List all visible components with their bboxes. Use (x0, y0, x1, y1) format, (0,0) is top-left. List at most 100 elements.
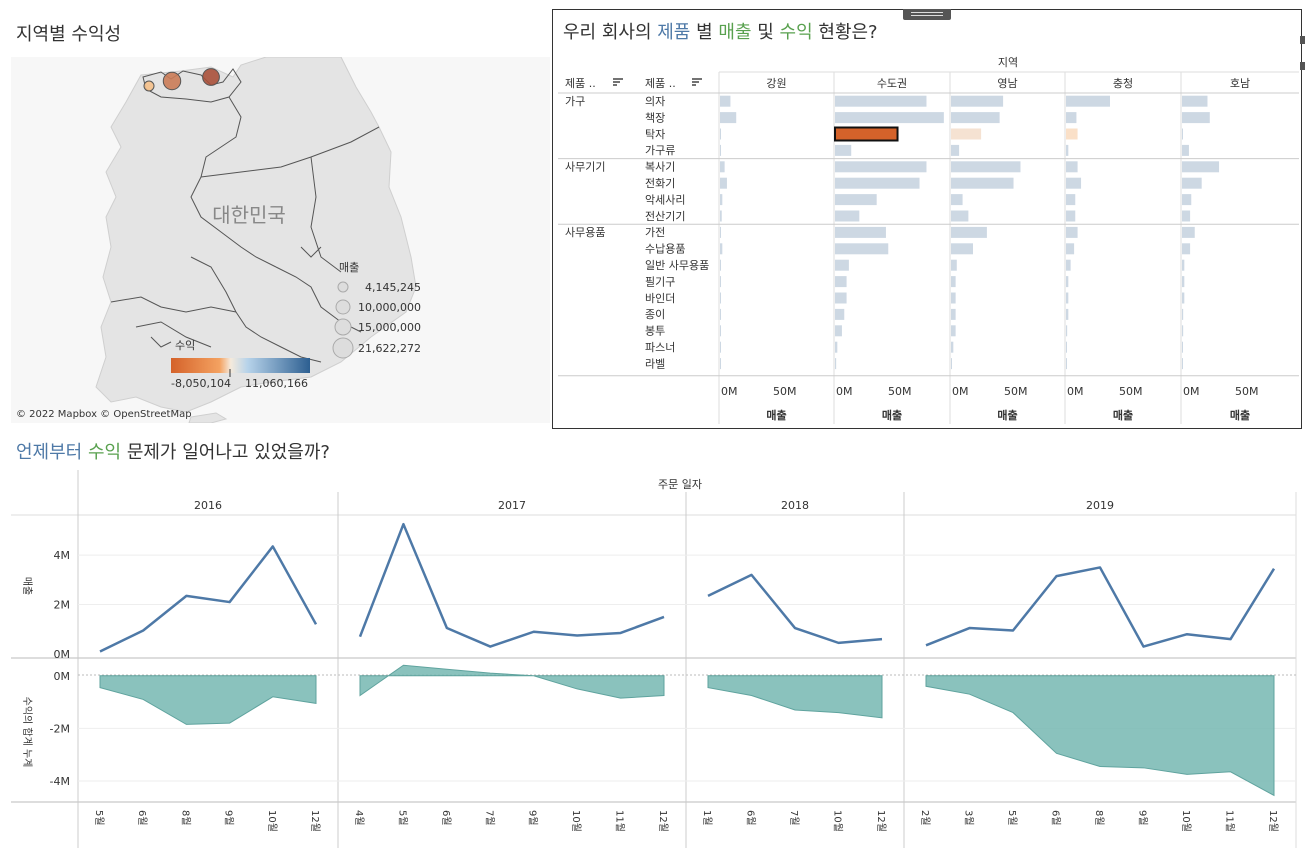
row-header-category[interactable]: 제품 .. (565, 77, 596, 90)
profit-area[interactable] (707, 675, 883, 719)
bar-mark[interactable] (720, 259, 721, 271)
bar-mark[interactable] (1182, 210, 1191, 222)
bar-mark[interactable] (951, 325, 956, 337)
map-view[interactable]: 대한민국 매출 4,145,245 10,000,000 15,000,000 … (11, 57, 550, 423)
bar-mark[interactable] (951, 95, 1004, 107)
profit-area[interactable] (99, 675, 317, 725)
sort-icon[interactable] (692, 78, 702, 86)
bar-mark[interactable] (720, 226, 721, 238)
bar-mark[interactable] (834, 126, 899, 142)
scroll-mark[interactable] (1300, 36, 1305, 44)
bar-mark[interactable] (835, 341, 838, 353)
bar-mark[interactable] (1182, 95, 1208, 107)
bar-mark[interactable] (1182, 243, 1191, 255)
bar-mark[interactable] (1182, 128, 1183, 140)
bar-mark[interactable] (951, 243, 973, 255)
bar-mark[interactable] (1066, 243, 1075, 255)
sort-icon[interactable] (613, 78, 623, 86)
bar-mark[interactable] (951, 341, 954, 353)
bar-mark[interactable] (720, 95, 731, 107)
bar-mark[interactable] (1066, 177, 1082, 189)
bar-mark[interactable] (835, 194, 877, 206)
profit-area[interactable] (925, 675, 1275, 797)
map-bubble[interactable] (162, 71, 182, 91)
bar-mark[interactable] (1182, 341, 1183, 353)
bar-mark[interactable] (835, 308, 845, 320)
bar-mark[interactable] (1182, 194, 1192, 206)
bar-mark[interactable] (835, 358, 837, 370)
bar-mark[interactable] (1182, 325, 1184, 337)
bar-mark[interactable] (720, 276, 721, 288)
bar-mark[interactable] (720, 210, 722, 222)
sales-line[interactable] (925, 566, 1276, 648)
bar-mark[interactable] (835, 177, 920, 189)
bar-mark[interactable] (835, 292, 847, 304)
bar-mark[interactable] (1066, 259, 1071, 271)
bar-mark[interactable] (951, 358, 952, 370)
bar-mark[interactable] (1182, 161, 1220, 173)
bar-mark[interactable] (720, 112, 737, 124)
bar-mark[interactable] (1066, 292, 1069, 304)
bar-mark[interactable] (1066, 128, 1078, 140)
bar-mark[interactable] (720, 358, 721, 370)
bar-mark[interactable] (835, 95, 927, 107)
bar-mark[interactable] (720, 325, 721, 337)
time-chart[interactable]: 주문 일자 매출 수익의 합계 누계 0M 2M 4M 0M -2M -4M 2016 5월 6… (0, 470, 1305, 856)
bar-mark[interactable] (720, 292, 721, 304)
scroll-mark[interactable] (1300, 62, 1305, 70)
bar-mark[interactable] (835, 276, 847, 288)
bar-mark[interactable] (1182, 226, 1195, 238)
bar-mark[interactable] (720, 194, 723, 206)
bar-marks[interactable] (720, 95, 1220, 370)
bar-mark[interactable] (720, 341, 721, 353)
bar-mark[interactable] (720, 161, 725, 173)
bar-mark[interactable] (1066, 144, 1069, 156)
bar-mark[interactable] (951, 128, 982, 140)
bar-mark[interactable] (951, 161, 1021, 173)
bar-mark[interactable] (951, 177, 1014, 189)
bar-mark[interactable] (1182, 177, 1202, 189)
bar-mark[interactable] (1182, 308, 1184, 320)
bar-mark[interactable] (951, 194, 963, 206)
bar-mark[interactable] (1066, 95, 1110, 107)
bar-mark[interactable] (951, 226, 987, 238)
bar-mark[interactable] (1066, 210, 1076, 222)
bar-mark[interactable] (720, 144, 721, 156)
bar-mark[interactable] (1066, 194, 1076, 206)
bar-mark[interactable] (720, 243, 723, 255)
time-marks[interactable]: 0M 2M 4M 0M -2M -4M 2016 5월 6월 8월 9월 10월 12월 2017 4월 5월… (50, 499, 1279, 832)
bar-mark[interactable] (835, 243, 889, 255)
map-bubble[interactable] (202, 68, 220, 86)
bar-mark[interactable] (951, 308, 956, 320)
drag-handle[interactable] (903, 9, 951, 20)
bar-mark[interactable] (1182, 358, 1183, 370)
bar-mark[interactable] (835, 259, 849, 271)
bar-mark[interactable] (1182, 144, 1189, 156)
bar-mark[interactable] (951, 112, 1000, 124)
map-bubble[interactable] (143, 80, 155, 92)
bar-mark[interactable] (1066, 112, 1077, 124)
bar-mark[interactable] (951, 276, 956, 288)
bar-mark[interactable] (835, 144, 852, 156)
bar-mark[interactable] (835, 161, 927, 173)
bar-mark[interactable] (835, 325, 842, 337)
bar-mark[interactable] (720, 128, 721, 140)
bar-mark[interactable] (1182, 259, 1185, 271)
bar-mark[interactable] (1066, 325, 1068, 337)
bar-mark[interactable] (1066, 358, 1067, 370)
bar-mark[interactable] (1066, 341, 1067, 353)
bar-mark[interactable] (951, 144, 960, 156)
bar-mark[interactable] (1066, 226, 1078, 238)
bar-mark[interactable] (1182, 292, 1185, 304)
bar-mark[interactable] (951, 259, 957, 271)
bar-mark[interactable] (1066, 161, 1078, 173)
bar-mark[interactable] (835, 226, 886, 238)
bar-mark[interactable] (951, 292, 956, 304)
sales-line[interactable] (707, 573, 883, 645)
bar-mark[interactable] (835, 210, 860, 222)
bar-mark[interactable] (1066, 276, 1069, 288)
bar-mark[interactable] (720, 308, 721, 320)
bar-mark[interactable] (1066, 308, 1069, 320)
bar-mark[interactable] (720, 177, 727, 189)
